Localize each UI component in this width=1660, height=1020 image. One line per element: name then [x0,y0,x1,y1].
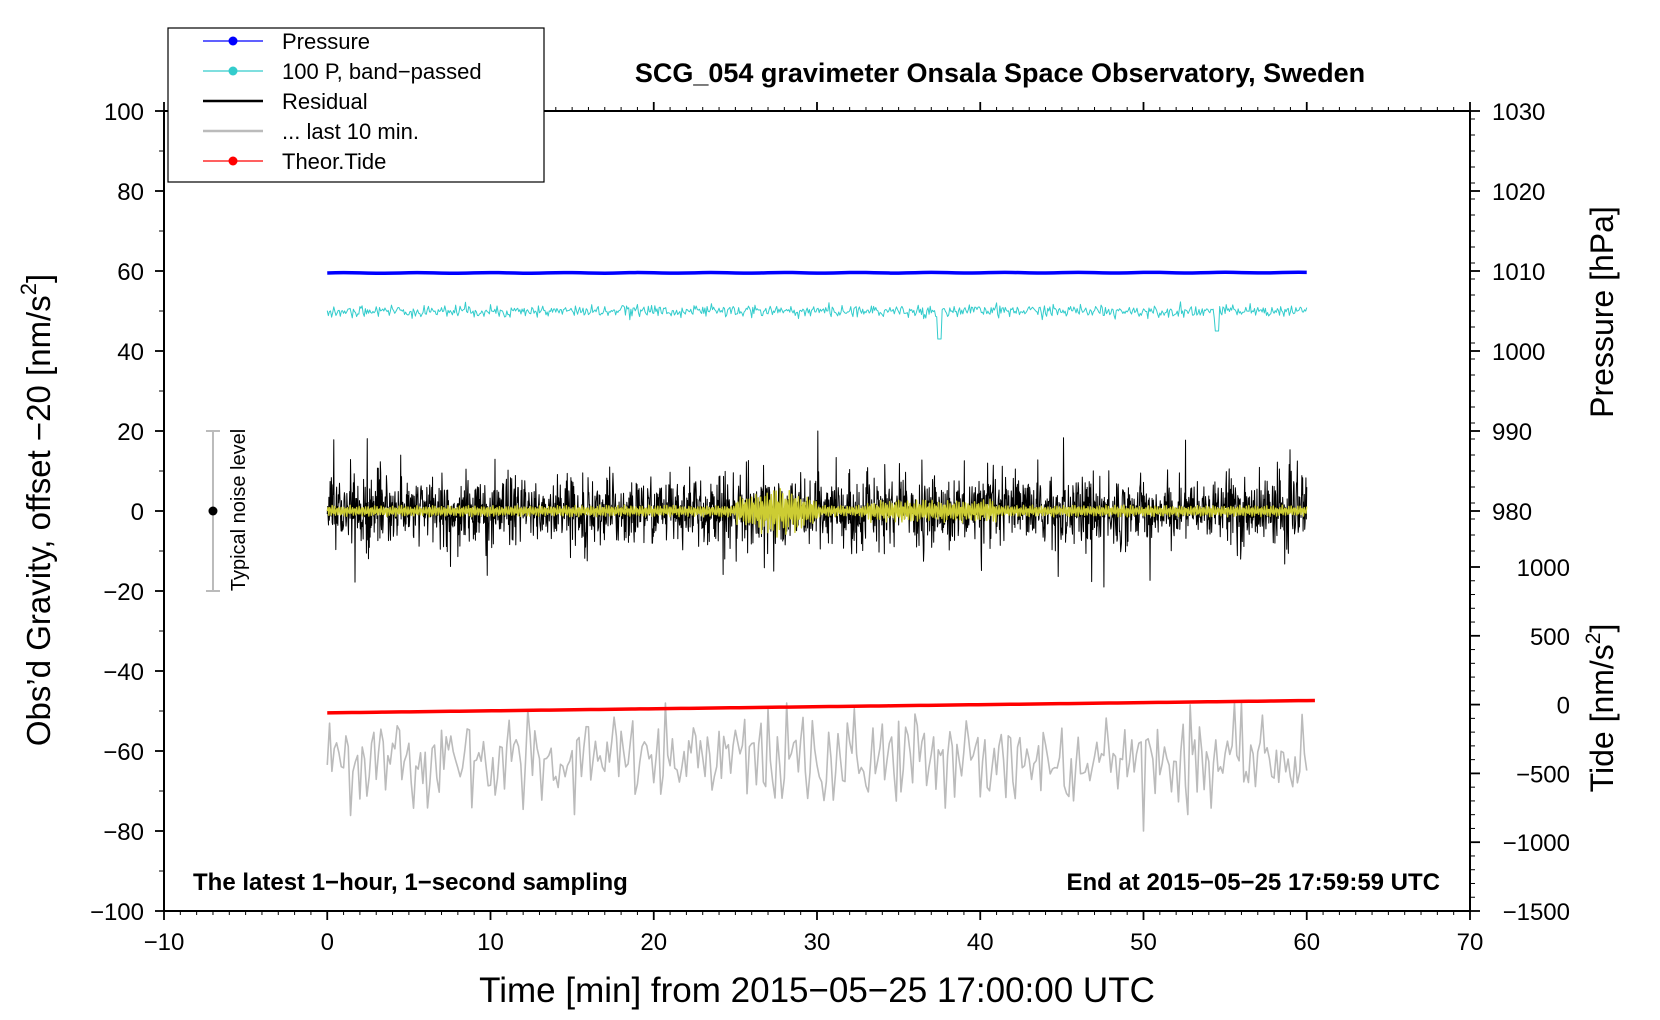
legend-label-4: Theor.Tide [282,149,386,174]
tide-axis-label: Tide [nm/s2] [1582,624,1620,793]
x-axis-label: Time [min] from 2015−05−25 17:00:00 UTC [479,971,1155,1010]
pressure-tick-label-1: 1020 [1492,179,1545,206]
series-residual-smoothed [326,488,1308,538]
tide-axis-label-end: ] [1584,624,1620,633]
pressure-tick-label-5: 980 [1492,499,1532,526]
legend-label-2: Residual [282,89,368,114]
y-tick-label-10: −100 [90,899,144,926]
y-tick-label-8: −60 [103,739,144,766]
x-tick-label-6: 50 [1130,929,1157,956]
legend-label-3: ... last 10 min. [282,119,419,144]
series-layer [326,270,1315,832]
legend-entries: Pressure 100 P, band−passed Residual ... la… [203,29,482,174]
x-tick-label-4: 30 [804,929,831,956]
x-tick-label-2: 10 [477,929,504,956]
annotation-left: The latest 1−hour, 1−second sampling [193,869,628,896]
y-tick-label-4: 20 [117,419,144,446]
tide-tick-label-5: −1500 [1503,899,1570,926]
legend-box [167,27,545,183]
y-tick-label-6: −20 [103,579,144,606]
y-axis-label-left: Obs’d Gravity, offset −20 [nm/s2] [16,274,57,746]
tide-axis-label-main: Tide [nm/s [1584,644,1620,792]
x-tick-label-1: 0 [321,929,334,956]
pressure-tick-label-3: 1000 [1492,339,1545,366]
y-tick-label-2: 60 [117,259,144,286]
tide-axis: 1000 500 0 −500 −1000 −1500 [1470,555,1570,926]
y-tick-label-3: 40 [117,339,144,366]
y-tick-label-0: 100 [104,99,144,126]
y-tick-label-7: −40 [103,659,144,686]
x-tick-label-7: 60 [1293,929,1320,956]
legend-marker-0 [228,36,238,46]
tide-tick-label-2: 0 [1557,693,1570,720]
pressure-tick-label-0: 1030 [1492,99,1545,126]
chart-title: SCG_054 gravimeter Onsala Space Observat… [635,58,1365,88]
y-axis-left: 100 80 60 40 20 0 −20 −40 −60 −80 −100 [90,99,164,926]
x-tick-label-5: 40 [967,929,994,956]
pressure-tick-label-4: 990 [1492,419,1532,446]
series-last-10-min [326,702,1308,832]
series-pressure-bandpassed [326,301,1308,340]
legend-label-0: Pressure [282,29,370,54]
tide-tick-label-3: −500 [1516,761,1570,788]
noise-level-bar [205,430,220,592]
tide-tick-label-0: 1000 [1517,555,1570,582]
y-axis-label-left-main: Obs’d Gravity, offset −20 [nm/s [20,295,57,746]
noise-level-label: Typical noise level [228,429,250,591]
series-theor-tide [327,698,1315,715]
y-tick-label-5: 0 [131,499,144,526]
pressure-axis-label: Pressure [hPa] [1584,206,1620,418]
tide-axis-label-sup: 2 [1582,633,1605,645]
tide-tick-label-1: 500 [1530,624,1570,651]
x-tick-label-8: 70 [1457,929,1484,956]
annotation-right: End at 2015−05−25 17:59:59 UTC [1066,869,1440,896]
pressure-tick-label-2: 1010 [1492,259,1545,286]
legend: Pressure 100 P, band−passed Residual ... la… [167,27,545,183]
legend-marker-4 [228,156,238,166]
y-axis-label-left-sup: 2 [16,283,41,295]
y-tick-label-1: 80 [117,179,144,206]
y-axis-label-left-end: ] [20,274,57,283]
legend-marker-1 [228,66,238,76]
noise-bar-dot [208,506,218,516]
legend-label-1: 100 P, band−passed [282,59,482,84]
x-axis: −10 0 10 20 30 40 50 60 70 [144,102,1484,956]
x-tick-label-0: −10 [144,929,185,956]
y-tick-label-9: −80 [103,819,144,846]
x-tick-label-3: 20 [640,929,667,956]
series-pressure [327,270,1307,276]
tide-tick-label-4: −1000 [1503,830,1570,857]
pressure-axis: 1030 1020 1010 1000 990 980 [1470,99,1545,552]
